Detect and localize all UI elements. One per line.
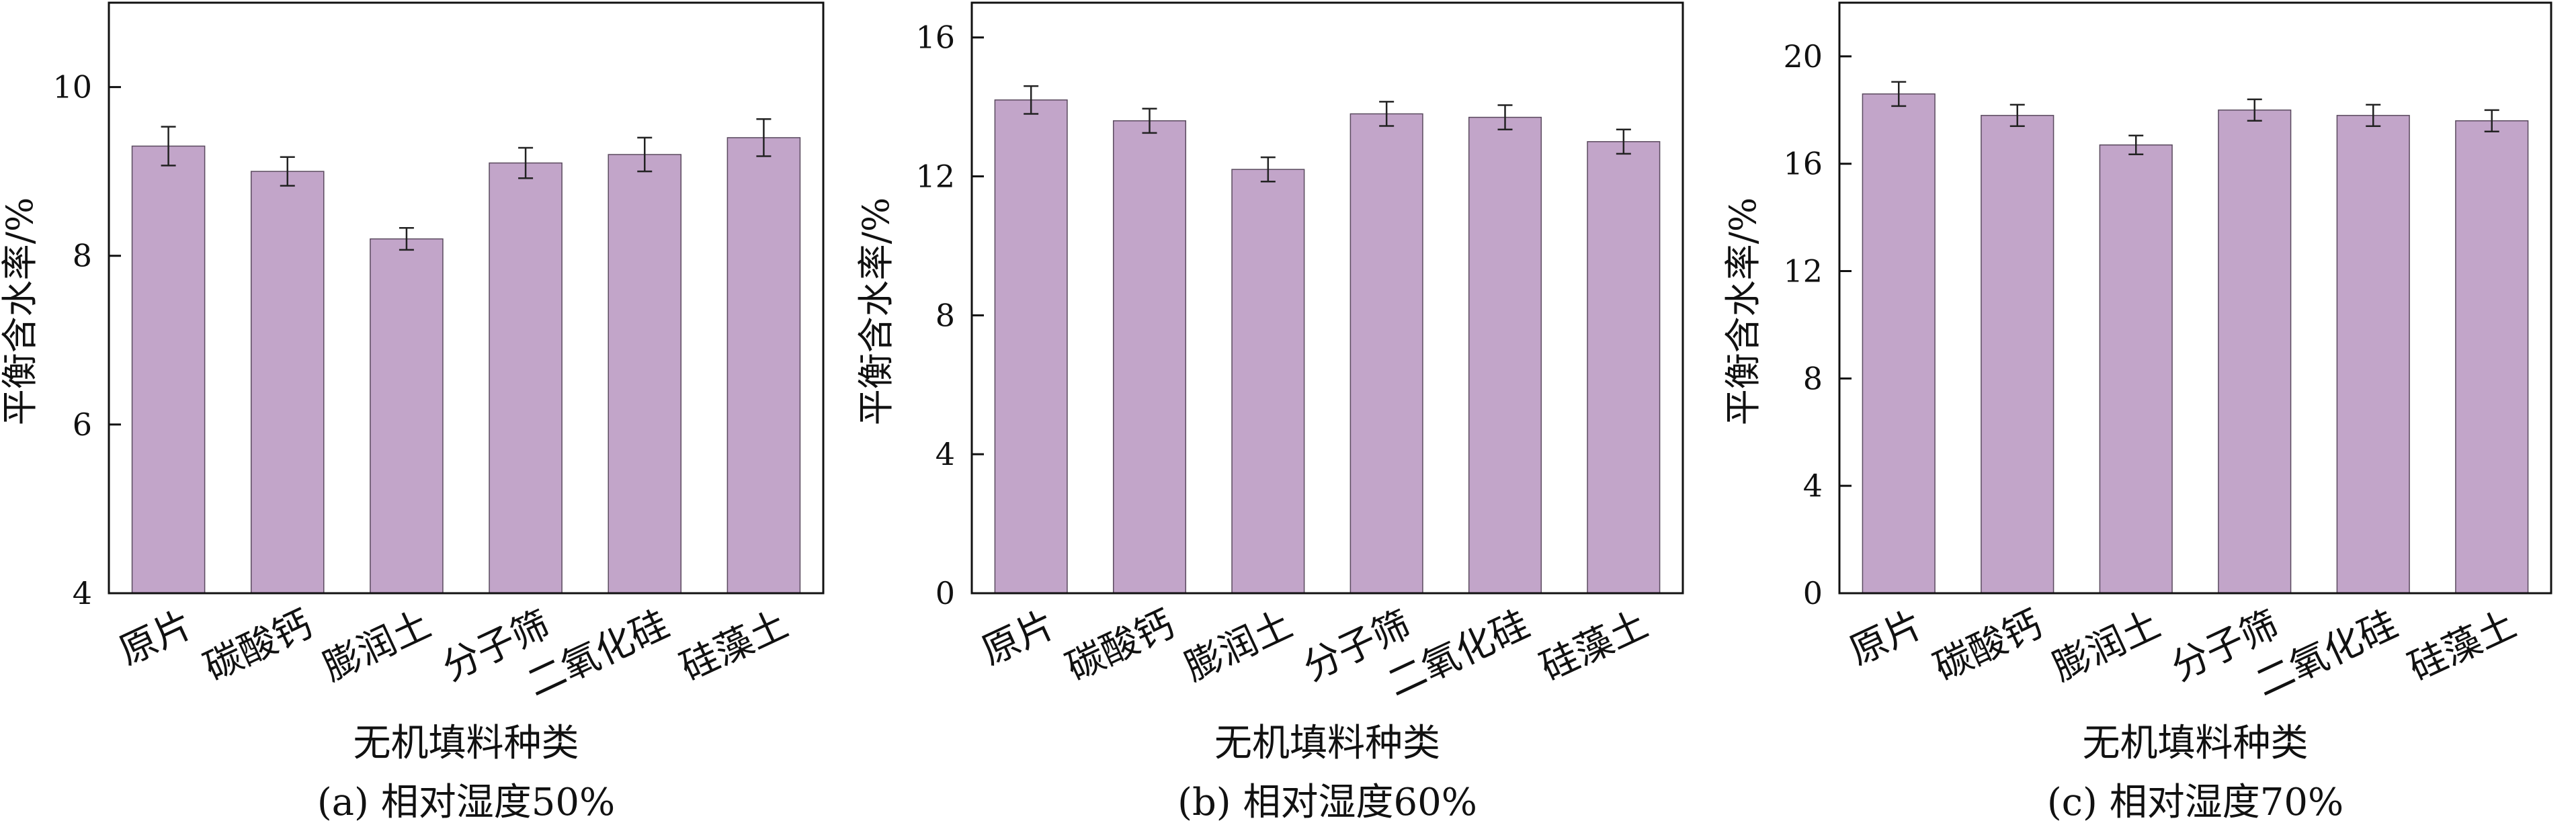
plot-frame xyxy=(108,1,825,595)
y-tick-label-4: 12 xyxy=(1783,253,1823,290)
y-tick-label-4: 10 xyxy=(52,69,92,105)
y-axis-label: 平衡含水率/% xyxy=(855,198,897,426)
x-tick-label-6: 硅藻土 xyxy=(674,603,795,690)
x-tick-label-2: 碳酸钙 xyxy=(1060,603,1181,690)
x-tick-label-3: 膨润土 xyxy=(1178,603,1299,690)
x-axis-label: 无机填料种类 xyxy=(2083,722,2309,765)
x-tick-label-1: 原片 xyxy=(113,603,200,674)
y-tick-label-2: 4 xyxy=(1803,468,1823,504)
bar-3 xyxy=(370,238,444,594)
x-tick-label-1: 原片 xyxy=(1843,603,1929,674)
chart-panel-1: 46810原片碳酸钙膨润土分子筛二氧化硅硅藻土平衡含水率/%无机填料种类(a) … xyxy=(0,1,825,824)
x-tick-label-6: 硅藻土 xyxy=(2402,603,2523,690)
bar-2 xyxy=(250,171,325,594)
bar-5 xyxy=(608,154,682,594)
x-tick-label-1: 原片 xyxy=(975,603,1062,674)
bar-3 xyxy=(2099,144,2173,594)
bar-2 xyxy=(1112,120,1187,594)
bar-1 xyxy=(994,99,1068,594)
bar-6 xyxy=(2455,120,2529,594)
y-tick-label-3: 8 xyxy=(936,297,955,333)
bar-3 xyxy=(1231,169,1305,594)
panel-caption: (a) 相对湿度50% xyxy=(317,781,615,824)
bar-1 xyxy=(1862,93,1936,594)
y-tick-label-3: 8 xyxy=(1803,360,1823,396)
bar-4 xyxy=(1349,113,1423,594)
y-axis-label: 平衡含水率/% xyxy=(1722,198,1764,426)
chart-panel-2: 0481216原片碳酸钙膨润土分子筛二氧化硅硅藻土平衡含水率/%无机填料种类(b… xyxy=(855,1,1684,824)
y-tick-label-5: 16 xyxy=(1783,146,1823,182)
chart-panel-3: 048121620原片碳酸钙膨润土分子筛二氧化硅硅藻土平衡含水率/%无机填料种类… xyxy=(1722,1,2552,824)
x-tick-label-3: 膨润土 xyxy=(317,603,438,690)
x-tick-label-6: 硅藻土 xyxy=(1534,603,1655,690)
y-tick-label-1: 0 xyxy=(936,575,955,611)
x-tick-label-3: 膨润土 xyxy=(2046,603,2167,690)
bar-5 xyxy=(1468,116,1542,594)
x-tick-label-2: 碳酸钙 xyxy=(198,603,319,690)
y-tick-label-6: 20 xyxy=(1783,38,1823,75)
bar-4 xyxy=(489,162,563,594)
y-axis-label: 平衡含水率/% xyxy=(0,198,41,426)
plot-frame xyxy=(970,1,1684,595)
x-tick-label-2: 碳酸钙 xyxy=(1927,603,2048,690)
y-tick-label-5: 16 xyxy=(915,19,955,56)
x-axis-label: 无机填料种类 xyxy=(1214,722,1440,765)
bar-2 xyxy=(1981,115,2054,594)
panel-caption: (c) 相对湿度70% xyxy=(2047,781,2343,824)
y-tick-label-2: 4 xyxy=(936,436,955,472)
y-tick-label-3: 8 xyxy=(73,238,92,274)
plot-frame xyxy=(1838,1,2552,595)
bar-4 xyxy=(2218,110,2292,594)
y-tick-label-1: 0 xyxy=(1803,575,1823,611)
panel-caption: (b) 相对湿度60% xyxy=(1177,781,1477,824)
bar-5 xyxy=(2336,115,2410,594)
bar-6 xyxy=(726,137,801,594)
bar-6 xyxy=(1587,141,1661,594)
y-tick-label-4: 12 xyxy=(915,159,955,195)
bar-1 xyxy=(131,145,206,594)
y-tick-label-1: 4 xyxy=(73,575,92,611)
y-tick-label-2: 6 xyxy=(73,406,92,443)
x-axis-label: 无机填料种类 xyxy=(354,722,579,765)
